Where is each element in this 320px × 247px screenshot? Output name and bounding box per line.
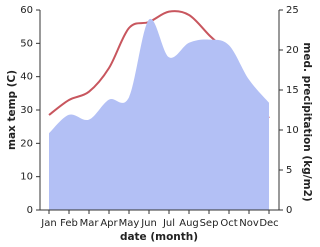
- precipitation-area: [49, 18, 269, 211]
- y-tick-label: 20: [20, 138, 33, 149]
- x-tick-label: Nov: [239, 218, 259, 229]
- y2-tick-label: 10: [286, 125, 299, 136]
- y-tick-label: 30: [20, 105, 33, 116]
- x-tick-label: Aug: [179, 218, 199, 229]
- y-tick-label: 40: [20, 72, 33, 83]
- y2-tick-label: 20: [286, 45, 299, 56]
- x-tick-label: Jun: [140, 218, 157, 229]
- y-tick-label: 0: [27, 205, 33, 216]
- y-tick-label: 50: [20, 38, 33, 49]
- y2-tick-label: 15: [286, 85, 299, 96]
- x-tick-label: Mar: [80, 218, 100, 229]
- y-tick-label: 60: [20, 5, 33, 16]
- x-tick-label: Apr: [100, 218, 118, 229]
- y2-axis-label: med. precipitation (kg/m2): [301, 42, 313, 201]
- x-tick-label: Sep: [200, 218, 219, 229]
- x-tick-label: Oct: [220, 218, 237, 229]
- y2-tick-label: 5: [286, 165, 292, 176]
- x-axis-label: date (month): [120, 231, 198, 243]
- x-tick-label: Feb: [60, 218, 78, 229]
- x-tick-label: Jul: [162, 218, 175, 229]
- y2-tick-label: 25: [286, 5, 299, 16]
- x-tick-label: Dec: [259, 218, 278, 229]
- x-tick-label: Jan: [40, 218, 56, 229]
- x-tick-label: May: [119, 218, 140, 229]
- y-axis-label: max temp (C): [6, 70, 18, 150]
- y-tick-label: 10: [20, 172, 33, 183]
- y2-tick-label: 0: [286, 205, 292, 216]
